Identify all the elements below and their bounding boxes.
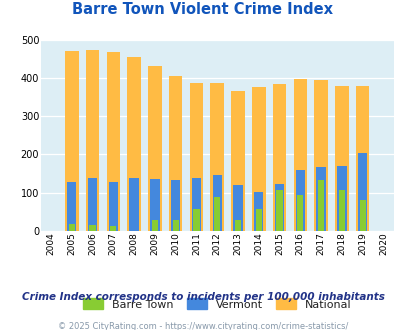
Bar: [110, 226, 116, 231]
Bar: [359, 200, 365, 231]
Bar: [313, 80, 327, 231]
Bar: [231, 90, 244, 231]
Bar: [252, 87, 265, 231]
Bar: [234, 220, 241, 231]
Bar: [213, 197, 220, 231]
Bar: [68, 224, 75, 231]
Text: Barre Town Violent Crime Index: Barre Town Violent Crime Index: [72, 2, 333, 16]
Bar: [109, 182, 118, 231]
Bar: [317, 180, 324, 231]
Bar: [334, 86, 348, 231]
Bar: [193, 209, 199, 231]
Bar: [67, 182, 76, 231]
Bar: [315, 167, 325, 231]
Bar: [355, 86, 369, 231]
Bar: [150, 179, 159, 231]
Bar: [106, 52, 120, 231]
Bar: [296, 195, 303, 231]
Bar: [151, 220, 158, 231]
Bar: [337, 166, 346, 231]
Bar: [85, 50, 99, 231]
Bar: [274, 184, 283, 231]
Bar: [295, 170, 304, 231]
Text: © 2025 CityRating.com - https://www.cityrating.com/crime-statistics/: © 2025 CityRating.com - https://www.city…: [58, 322, 347, 330]
Bar: [272, 84, 286, 231]
Text: Crime Index corresponds to incidents per 100,000 inhabitants: Crime Index corresponds to incidents per…: [21, 292, 384, 302]
Bar: [233, 185, 242, 231]
Bar: [254, 192, 263, 231]
Bar: [89, 225, 96, 231]
Bar: [148, 66, 161, 231]
Bar: [276, 190, 282, 231]
Bar: [338, 190, 344, 231]
Bar: [293, 79, 306, 231]
Legend: Barre Town, Vermont, National: Barre Town, Vermont, National: [78, 294, 355, 314]
Bar: [210, 83, 224, 231]
Bar: [87, 178, 97, 231]
Bar: [65, 51, 78, 231]
Bar: [255, 209, 261, 231]
Bar: [357, 153, 367, 231]
Bar: [129, 178, 139, 231]
Bar: [127, 57, 141, 231]
Bar: [172, 219, 178, 231]
Bar: [212, 176, 222, 231]
Bar: [191, 178, 200, 231]
Bar: [168, 76, 182, 231]
Bar: [189, 83, 202, 231]
Bar: [171, 181, 180, 231]
